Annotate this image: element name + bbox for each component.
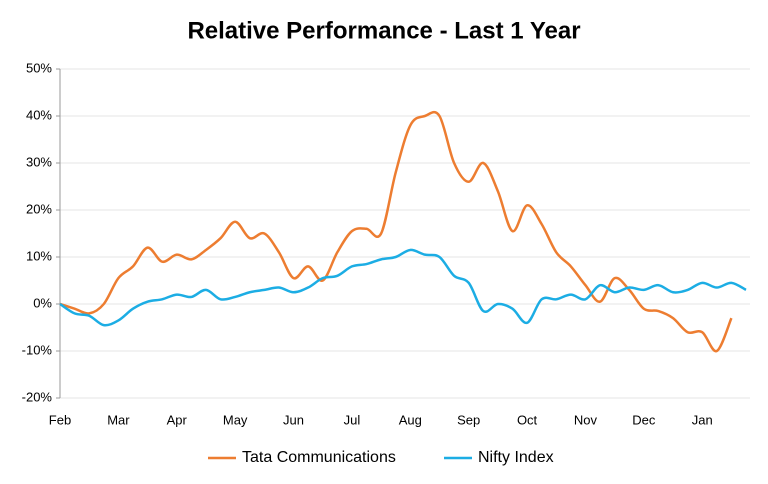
y-tick-label: 10% bbox=[26, 248, 52, 263]
x-tick-label: Jul bbox=[344, 412, 361, 427]
x-tick-label: Jun bbox=[283, 412, 304, 427]
x-tick-label: Nov bbox=[574, 412, 598, 427]
x-tick-label: Aug bbox=[399, 412, 422, 427]
x-tick-label: Oct bbox=[517, 412, 538, 427]
legend-label: Tata Communications bbox=[242, 449, 396, 466]
y-tick-label: 40% bbox=[26, 107, 52, 122]
legend-label: Nifty Index bbox=[478, 449, 554, 466]
y-tick-label: 30% bbox=[26, 154, 52, 169]
y-tick-label: 0% bbox=[33, 295, 52, 310]
x-tick-label: Sep bbox=[457, 412, 480, 427]
y-tick-label: 20% bbox=[26, 201, 52, 216]
series-line bbox=[59, 248, 747, 327]
y-tick-label: 50% bbox=[26, 60, 52, 75]
series-line bbox=[59, 110, 733, 353]
y-tick-label: -10% bbox=[22, 342, 53, 357]
x-tick-label: Apr bbox=[167, 412, 188, 427]
chart-title: Relative Performance - Last 1 Year bbox=[187, 17, 580, 44]
x-tick-label: Mar bbox=[107, 412, 130, 427]
x-tick-label: Jan bbox=[692, 412, 713, 427]
x-tick-label: Feb bbox=[49, 412, 71, 427]
x-tick-label: Dec bbox=[632, 412, 656, 427]
y-tick-label: -20% bbox=[22, 389, 53, 404]
x-tick-label: May bbox=[223, 412, 248, 427]
